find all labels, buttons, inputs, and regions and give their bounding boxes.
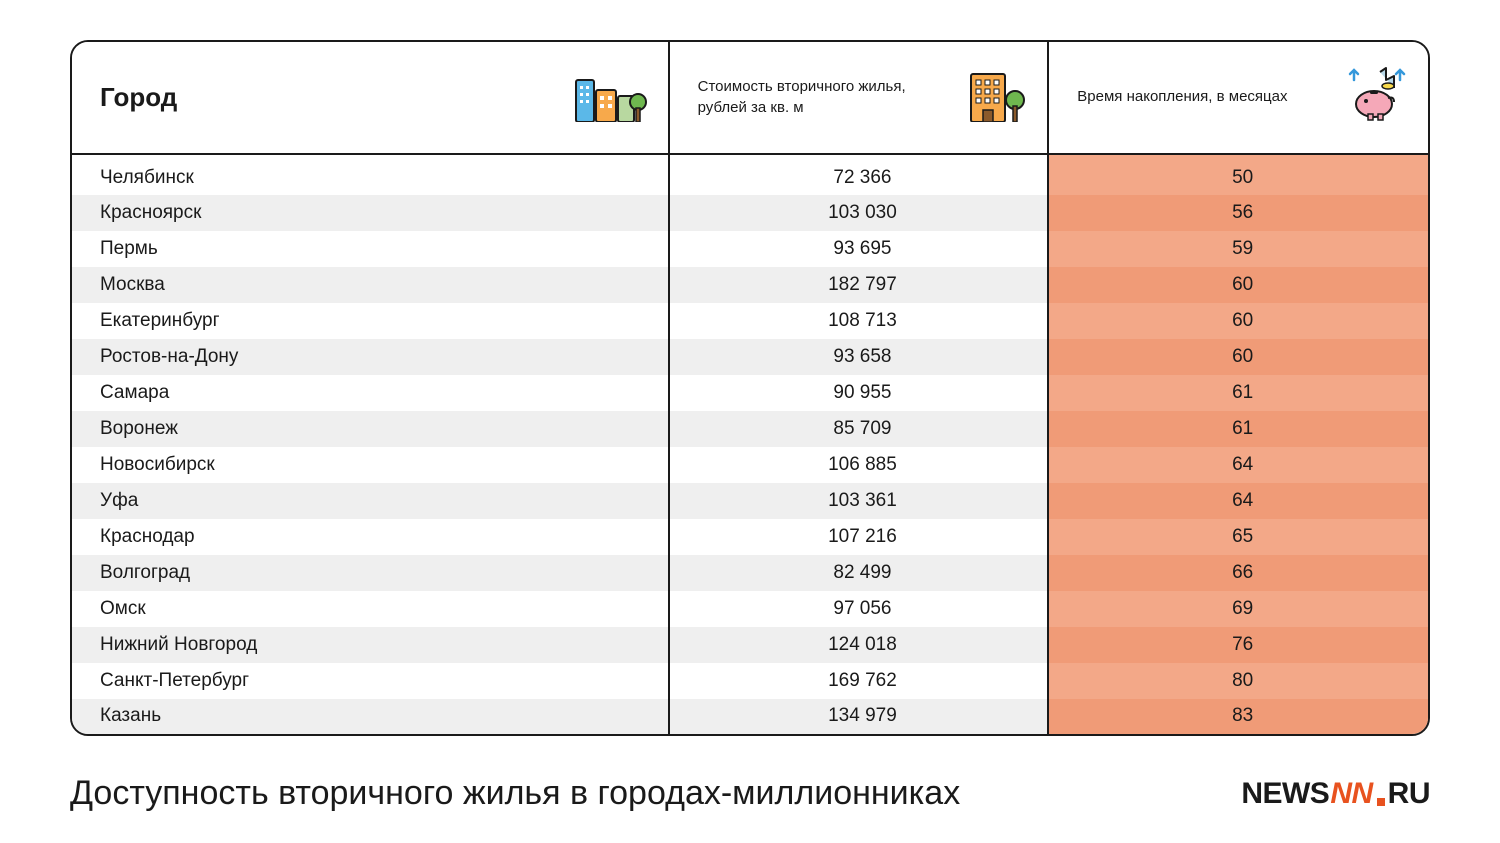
table-row: Омск97 05669 (72, 591, 1428, 627)
logo-part1: NEWS (1241, 777, 1329, 811)
cell-months: 64 (1048, 483, 1428, 519)
table-row: Самара90 95561 (72, 375, 1428, 411)
cell-months: 59 (1048, 231, 1428, 267)
cell-price: 108 713 (669, 303, 1049, 339)
cell-months: 64 (1048, 447, 1428, 483)
cell-price: 90 955 (669, 375, 1049, 411)
apartment-building-icon (965, 66, 1027, 128)
table-row: Казань134 97983 (72, 699, 1428, 736)
cell-city: Новосибирск (72, 447, 669, 483)
cell-city: Воронеж (72, 411, 669, 447)
cell-months: 61 (1048, 411, 1428, 447)
header-city: Город (72, 42, 669, 154)
table-row: Красноярск103 03056 (72, 195, 1428, 231)
table-header-row: Город (72, 42, 1428, 154)
cell-city: Краснодар (72, 519, 669, 555)
cell-city: Ростов-на-Дону (72, 339, 669, 375)
cell-months: 61 (1048, 375, 1428, 411)
cell-price: 182 797 (669, 267, 1049, 303)
cell-city: Москва (72, 267, 669, 303)
cell-price: 103 030 (669, 195, 1049, 231)
cell-city: Волгоград (72, 555, 669, 591)
cell-price: 124 018 (669, 627, 1049, 663)
footer: Доступность вторичного жилья в городах-м… (70, 774, 1430, 813)
cell-months: 65 (1048, 519, 1428, 555)
city-buildings-icon (570, 66, 648, 129)
cell-months: 56 (1048, 195, 1428, 231)
table-row: Екатеринбург108 71360 (72, 303, 1428, 339)
cell-price: 93 695 (669, 231, 1049, 267)
table-row: Санкт-Петербург169 76280 (72, 663, 1428, 699)
table-row: Ростов-на-Дону93 65860 (72, 339, 1428, 375)
table-row: Волгоград82 49966 (72, 555, 1428, 591)
cell-months: 83 (1048, 699, 1428, 736)
header-city-label: Город (100, 82, 560, 113)
table-row: Пермь93 69559 (72, 231, 1428, 267)
cell-price: 85 709 (669, 411, 1049, 447)
header-price-label: Стоимость вторичного жилья, рублей за кв… (698, 77, 956, 118)
header-price: Стоимость вторичного жилья, рублей за кв… (669, 42, 1049, 154)
cell-months: 60 (1048, 267, 1428, 303)
logo-dot-icon (1377, 798, 1385, 806)
cell-months: 80 (1048, 663, 1428, 699)
cell-price: 93 658 (669, 339, 1049, 375)
table-row: Москва182 79760 (72, 267, 1428, 303)
cell-price: 134 979 (669, 699, 1049, 736)
cell-price: 103 361 (669, 483, 1049, 519)
housing-table: Город (72, 42, 1428, 736)
cell-price: 82 499 (669, 555, 1049, 591)
table-body: Челябинск72 36650Красноярск103 03056Перм… (72, 154, 1428, 736)
cell-city: Нижний Новгород (72, 627, 669, 663)
cell-price: 72 366 (669, 154, 1049, 195)
housing-table-container: Город (70, 40, 1430, 736)
table-row: Челябинск72 36650 (72, 154, 1428, 195)
cell-months: 69 (1048, 591, 1428, 627)
cell-city: Пермь (72, 231, 669, 267)
cell-price: 169 762 (669, 663, 1049, 699)
table-row: Новосибирск106 88564 (72, 447, 1428, 483)
cell-city: Красноярск (72, 195, 669, 231)
header-months: Время накопления, в месяцах (1048, 42, 1428, 154)
piggy-bank-savings-icon (1346, 66, 1408, 128)
header-months-label: Время накопления, в месяцах (1077, 87, 1336, 107)
cell-city: Казань (72, 699, 669, 736)
table-row: Воронеж85 70961 (72, 411, 1428, 447)
cell-price: 107 216 (669, 519, 1049, 555)
page-title: Доступность вторичного жилья в городах-м… (70, 774, 960, 813)
cell-city: Екатеринбург (72, 303, 669, 339)
cell-months: 60 (1048, 339, 1428, 375)
cell-price: 97 056 (669, 591, 1049, 627)
table-row: Нижний Новгород124 01876 (72, 627, 1428, 663)
cell-months: 76 (1048, 627, 1428, 663)
source-logo: NEWSNN RU (1241, 777, 1430, 811)
cell-price: 106 885 (669, 447, 1049, 483)
cell-city: Челябинск (72, 154, 669, 195)
cell-months: 66 (1048, 555, 1428, 591)
cell-months: 50 (1048, 154, 1428, 195)
cell-city: Омск (72, 591, 669, 627)
logo-part2: NN (1330, 777, 1372, 811)
table-row: Краснодар107 21665 (72, 519, 1428, 555)
table-row: Уфа103 36164 (72, 483, 1428, 519)
cell-months: 60 (1048, 303, 1428, 339)
cell-city: Уфа (72, 483, 669, 519)
logo-part3: RU (1388, 777, 1430, 811)
cell-city: Санкт-Петербург (72, 663, 669, 699)
cell-city: Самара (72, 375, 669, 411)
